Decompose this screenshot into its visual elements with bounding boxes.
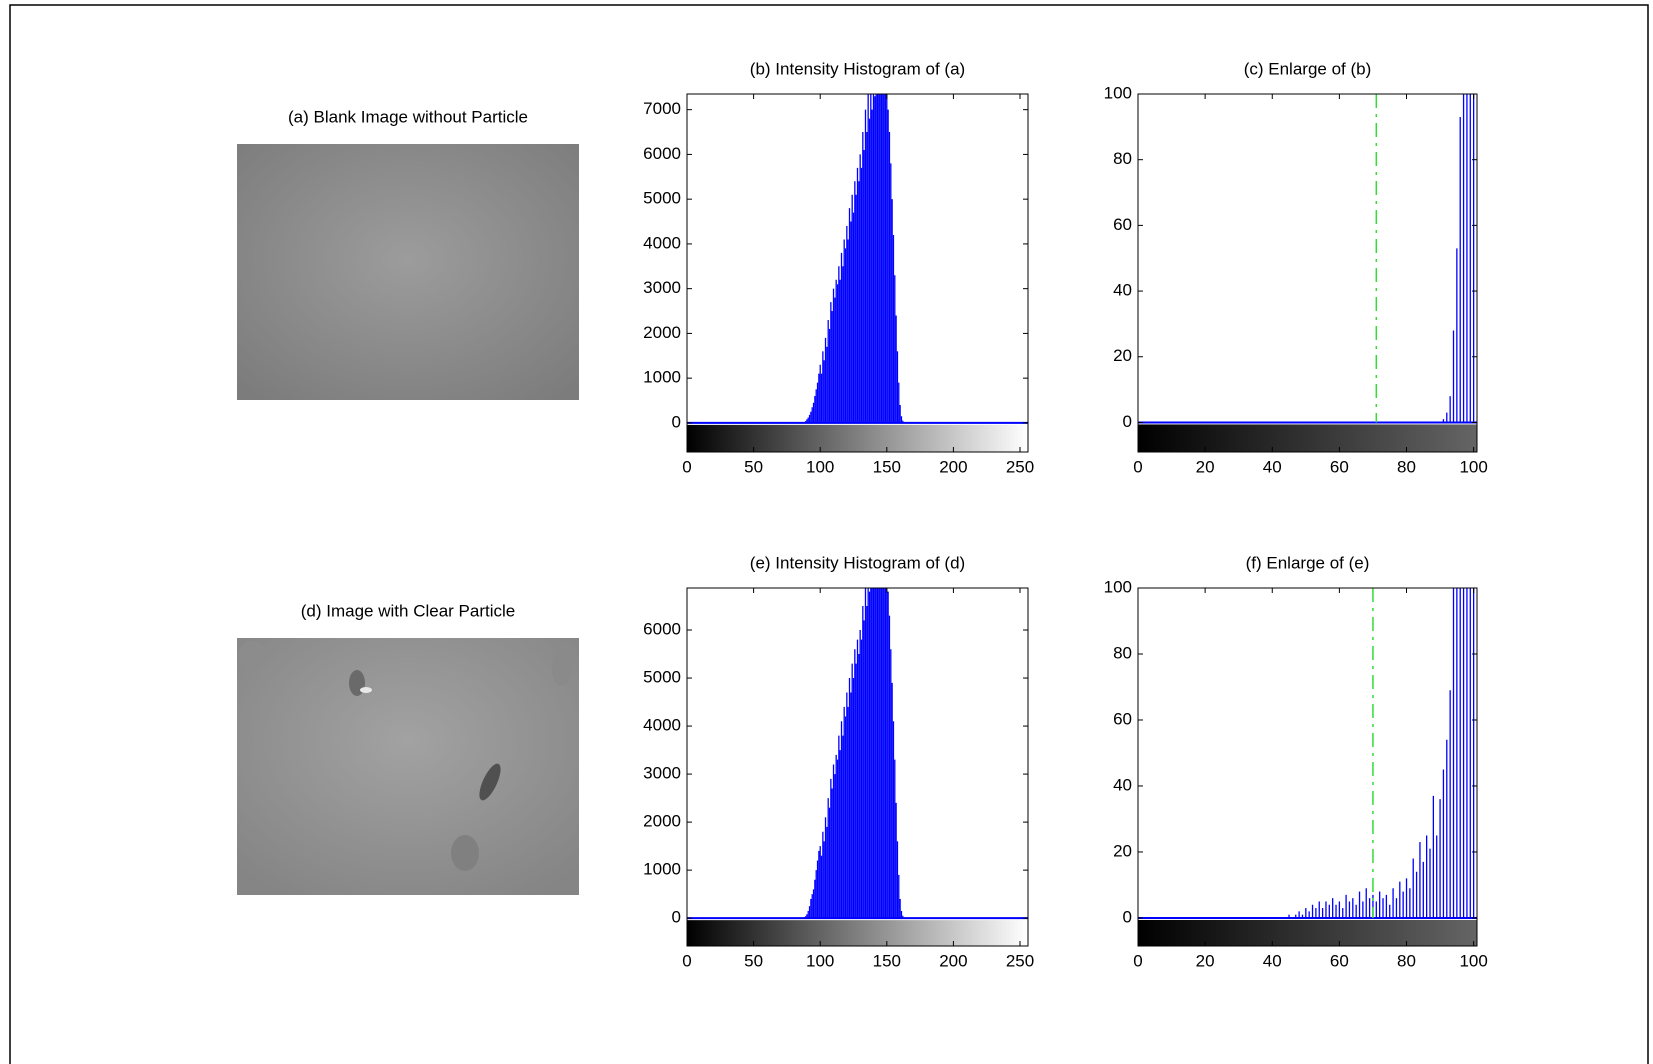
y-tick-label: 20 [1113, 841, 1132, 860]
x-tick-label: 100 [1459, 457, 1487, 476]
x-tick-label: 150 [873, 951, 901, 970]
x-tick-label: 50 [744, 951, 763, 970]
y-tick-label: 3000 [643, 278, 681, 297]
y-tick-label: 1000 [643, 368, 681, 387]
image [237, 144, 579, 400]
plot-area [1138, 588, 1477, 946]
plot-area [1138, 94, 1477, 452]
y-tick-label: 0 [672, 412, 681, 431]
y-tick-label: 3000 [643, 764, 681, 783]
image-title: (a) Blank Image without Particle [288, 107, 528, 126]
x-tick-label: 20 [1196, 457, 1215, 476]
y-tick-label: 7000 [643, 99, 681, 118]
y-tick-label: 2000 [643, 323, 681, 342]
axes-box [686, 587, 1029, 947]
y-tick-label: 100 [1104, 577, 1132, 596]
particle [451, 835, 479, 871]
y-tick-label: 6000 [643, 620, 681, 639]
x-tick-label: 50 [744, 457, 763, 476]
y-tick-label: 4000 [643, 716, 681, 735]
particle-glint [360, 687, 372, 693]
y-tick-label: 5000 [643, 668, 681, 687]
y-tick-label: 80 [1113, 643, 1132, 662]
image [237, 638, 579, 895]
x-tick-label: 0 [682, 951, 691, 970]
axes-box [1137, 587, 1478, 947]
particle [479, 763, 501, 801]
x-tick-label: 40 [1263, 457, 1282, 476]
y-tick-label: 20 [1113, 346, 1132, 365]
y-tick-label: 1000 [643, 860, 681, 879]
figure-border [9, 4, 1649, 1064]
x-tick-label: 60 [1330, 457, 1349, 476]
colorbar [1138, 919, 1477, 946]
y-tick-label: 6000 [643, 144, 681, 163]
colorbar [1138, 424, 1477, 452]
x-tick-label: 40 [1263, 951, 1282, 970]
x-tick-label: 20 [1196, 951, 1215, 970]
y-tick-label: 100 [1104, 83, 1132, 102]
colorbar [687, 424, 1028, 452]
x-tick-label: 80 [1397, 457, 1416, 476]
colorbar [687, 920, 1028, 946]
chart-title: (e) Intensity Histogram of (d) [750, 553, 965, 572]
chart-title: (c) Enlarge of (b) [1244, 59, 1372, 78]
x-tick-label: 150 [873, 457, 901, 476]
x-tick-label: 250 [1006, 457, 1034, 476]
x-tick-label: 100 [1459, 951, 1487, 970]
plot-area [687, 94, 1028, 452]
y-tick-label: 60 [1113, 709, 1132, 728]
plot-area [687, 588, 1028, 946]
x-tick-label: 250 [1006, 951, 1034, 970]
chart-title: (f) Enlarge of (e) [1246, 553, 1370, 572]
x-tick-label: 200 [939, 457, 967, 476]
y-tick-label: 2000 [643, 812, 681, 831]
x-tick-label: 80 [1397, 951, 1416, 970]
image-d [237, 638, 579, 895]
y-tick-label: 5000 [643, 189, 681, 208]
chart-title: (b) Intensity Histogram of (a) [750, 59, 965, 78]
y-tick-label: 0 [1123, 412, 1132, 431]
x-tick-label: 0 [682, 457, 691, 476]
x-tick-label: 60 [1330, 951, 1349, 970]
image-a [237, 144, 579, 400]
x-tick-label: 100 [806, 951, 834, 970]
x-tick-label: 0 [1133, 457, 1142, 476]
image-title: (d) Image with Clear Particle [301, 601, 515, 620]
y-tick-label: 60 [1113, 215, 1132, 234]
axes-box [686, 93, 1029, 453]
x-tick-label: 100 [806, 457, 834, 476]
y-tick-label: 0 [672, 908, 681, 927]
y-tick-label: 40 [1113, 281, 1132, 300]
x-tick-label: 200 [939, 951, 967, 970]
y-tick-label: 80 [1113, 149, 1132, 168]
y-tick-label: 40 [1113, 775, 1132, 794]
particle [552, 650, 572, 686]
x-tick-label: 0 [1133, 951, 1142, 970]
axes-box [1137, 93, 1478, 453]
particle [239, 641, 267, 669]
y-tick-label: 0 [1123, 907, 1132, 926]
y-tick-label: 4000 [643, 233, 681, 252]
